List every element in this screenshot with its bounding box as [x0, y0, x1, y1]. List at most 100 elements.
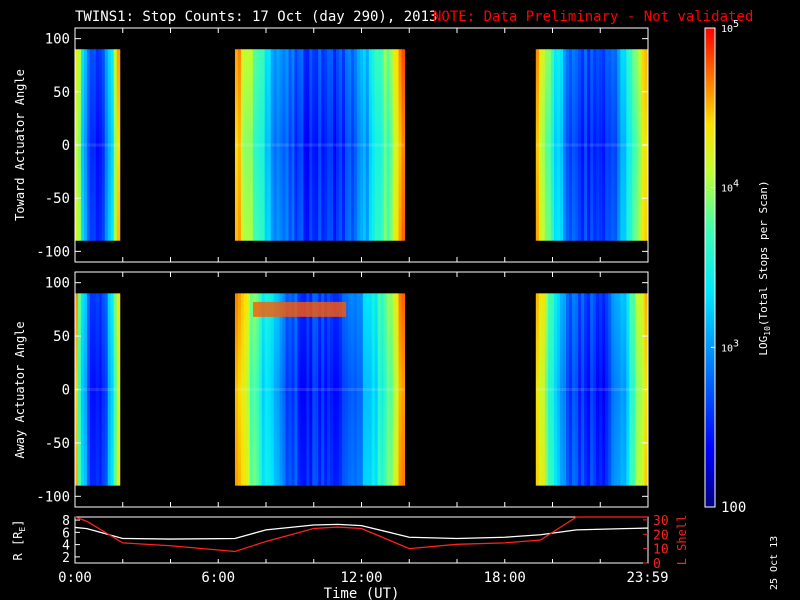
heatmap-column [264, 293, 269, 486]
heatmap-column [602, 293, 606, 486]
heatmap-panel-1: 100 50 0 -50 -100 Toward Actuator Angle [13, 27, 649, 263]
time-tick-label: 0:00 [58, 570, 92, 586]
heatmap-column [374, 293, 379, 486]
r-tick-label: 4 [62, 539, 70, 554]
heatmap-column [113, 49, 118, 241]
heatmap-column [92, 293, 97, 486]
heatmap-column [243, 49, 248, 241]
heatmap-column [380, 49, 385, 241]
heatmap-column [611, 293, 615, 486]
heatmap-column [389, 49, 394, 241]
heatmap-panel-2: 100 50 0 -50 -100 Away Actuator Angle [13, 271, 649, 508]
heatmap-column [297, 49, 301, 241]
heatmap-column [104, 49, 109, 241]
heatmap-column [562, 49, 567, 241]
heatmap-column [333, 293, 337, 486]
heatmap-column [632, 293, 637, 486]
heatmap-column [401, 49, 406, 241]
heatmap-column [237, 293, 242, 486]
heatmap-column [116, 49, 121, 241]
heatmap-column [620, 49, 624, 241]
heatmap-column [252, 293, 257, 486]
heatmap-column [291, 49, 296, 241]
heatmap-column [386, 49, 391, 241]
heatmap-column [342, 49, 346, 241]
zero-angle-streak [535, 143, 648, 147]
orbit-frame [74, 516, 649, 564]
heatmap-column [297, 293, 301, 486]
heatmap-column [535, 293, 540, 486]
heatmap-column [80, 293, 85, 486]
heatmap-column [318, 293, 322, 486]
heatmap-column [556, 49, 561, 241]
heatmap-column [270, 49, 275, 241]
r-tick-label: 2 [62, 551, 70, 566]
heatmap-column [638, 293, 643, 486]
heatmap-column [80, 49, 85, 241]
heatmap-column [356, 293, 361, 486]
heatmap-column [255, 293, 260, 486]
heatmap-column [315, 49, 319, 241]
heatmap-column [368, 49, 373, 241]
colorbar: 105 104 103 100 LOG10(Total Stops per Scan) [704, 19, 772, 516]
heatmap-column [584, 293, 588, 486]
heatmap-column [306, 293, 310, 486]
heatmap-column [593, 49, 597, 241]
heatmap-column [565, 293, 570, 486]
heatmap-column [240, 293, 245, 486]
heatmap-column [374, 49, 379, 241]
heatmap-column [569, 49, 573, 241]
heatmap-column [629, 293, 634, 486]
heatmap-column [559, 49, 564, 241]
r-series-line [74, 523, 649, 540]
heatmap-column [547, 293, 552, 486]
heatmap-column [398, 293, 403, 486]
heatmap-column [330, 293, 334, 486]
heatmap-column [590, 293, 594, 486]
time-tick-label: 23:59 [626, 570, 668, 586]
preliminary-note: NOTE: Data Preliminary - Not validated [433, 9, 754, 25]
y-tick-label: -100 [36, 244, 70, 260]
heatmap-column [611, 49, 615, 241]
heatmap-column [401, 293, 406, 486]
colorbar-tick-label: 100 [721, 500, 746, 516]
zero-angle-streak [75, 387, 120, 392]
heatmap-column [356, 49, 361, 241]
heatmap-column [285, 49, 290, 241]
heatmap-column [638, 49, 643, 241]
heatmap-column [584, 49, 588, 241]
heatmap-column [365, 49, 370, 241]
y-tick-label: 0 [62, 383, 70, 399]
heatmap-column [559, 293, 564, 486]
zero-angle-streak [234, 143, 405, 147]
y-tick-label: 100 [45, 276, 70, 292]
heatmap-column [389, 293, 394, 486]
heatmap-column [83, 293, 88, 486]
heatmap-column [237, 49, 242, 241]
heatmap-column [629, 49, 634, 241]
heatmap-column [632, 49, 637, 241]
heatmap-column [623, 49, 627, 241]
heatmap-column [342, 293, 346, 486]
heatmap-column [599, 49, 603, 241]
heatmap-column [538, 293, 543, 486]
heatmap-column [617, 293, 621, 486]
heatmap-column [101, 293, 106, 486]
y-axis-label: Away Actuator Angle [13, 321, 27, 458]
heatmap-column [605, 293, 609, 486]
heatmap-column [541, 49, 546, 241]
heatmap-column [614, 293, 618, 486]
heatmap-column [362, 293, 367, 486]
time-tick-label: 6:00 [201, 570, 235, 586]
heatmap-column [339, 49, 343, 241]
lshell-tick-label: 20 [653, 528, 669, 543]
heatmap-column [535, 49, 540, 241]
y-tick-label: 50 [53, 329, 70, 345]
heatmap-column [383, 293, 388, 486]
heatmap-column [321, 293, 325, 486]
heatmap-column [377, 49, 382, 241]
heatmap-column [359, 49, 364, 241]
heatmap-column [270, 293, 275, 486]
